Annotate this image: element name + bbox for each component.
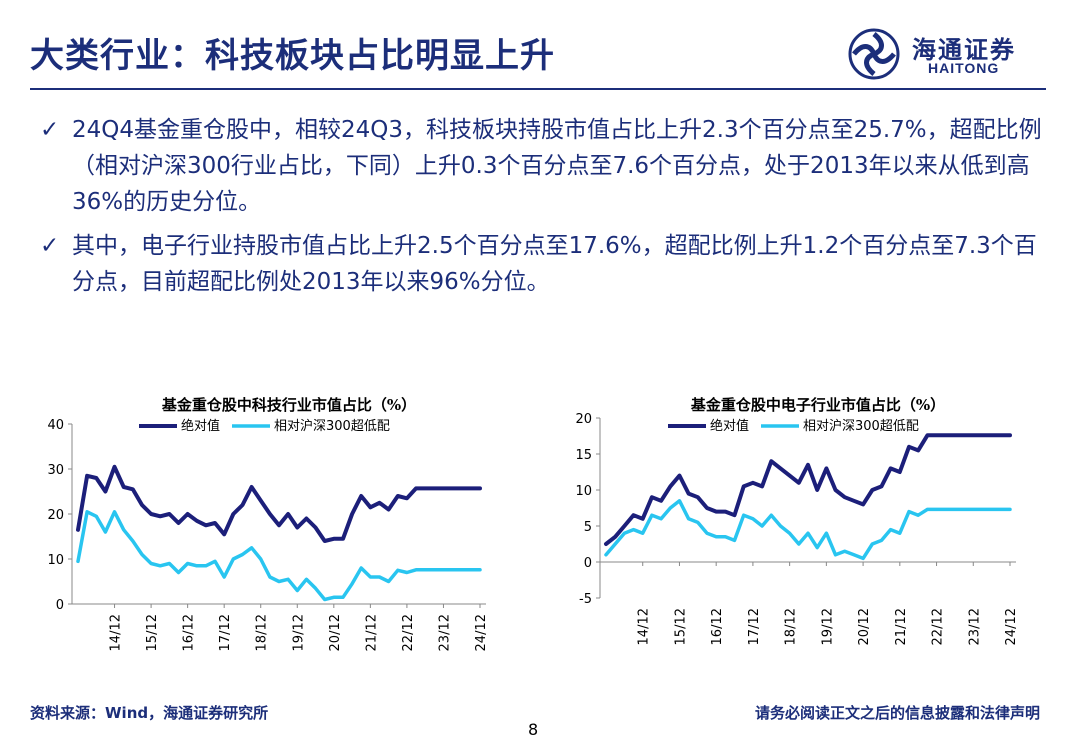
- header-divider: [30, 88, 1046, 90]
- checkmark-icon: ✓: [40, 117, 60, 143]
- page-number: 8: [528, 720, 539, 739]
- y-tick-label: 0: [56, 598, 64, 613]
- electronics-share-chart: 基金重仓股中电子行业市值占比（%） 绝对值 相对沪深300超低配 -5 0 5 10 15 20…: [560, 388, 1030, 688]
- x-tick-label: 24/12: [474, 614, 489, 651]
- company-logo: 海通证券 HAITONG: [848, 28, 1048, 80]
- y-tick-label: 10: [575, 484, 592, 499]
- bullet-text: 24Q4基金重仓股中，相较24Q3，科技板块持股市值占比上升2.3个百分点至25…: [72, 117, 1042, 215]
- x-tick-label: 22/12: [401, 614, 416, 651]
- chart-title: 基金重仓股中电子行业市值占比（%）: [690, 396, 945, 414]
- x-tick-label: 17/12: [747, 608, 762, 645]
- chart-svg: 基金重仓股中科技行业市值占比（%） 绝对值 相对沪深300超低配 0 10 20 30 40 1…: [47, 396, 489, 651]
- x-tick-label: 15/12: [673, 608, 688, 645]
- y-tick-label: 0: [584, 556, 592, 571]
- x-tick-label: 20/12: [328, 614, 343, 651]
- series-line: [604, 499, 1012, 561]
- x-tick-label: 18/12: [255, 614, 270, 651]
- legend-label: 绝对值: [181, 418, 220, 434]
- x-tick-label: 16/12: [710, 608, 725, 645]
- series-line: [76, 510, 482, 602]
- y-tick-label: 40: [47, 418, 64, 433]
- y-tick-label: 20: [575, 412, 592, 427]
- chart-title: 基金重仓股中科技行业市值占比（%）: [161, 396, 416, 414]
- logo-english-name: HAITONG: [928, 60, 1000, 76]
- tech-share-chart: 基金重仓股中科技行业市值占比（%） 绝对值 相对沪深300超低配 0 10 20 30 40 1…: [30, 388, 500, 688]
- y-tick-label: 20: [47, 508, 64, 523]
- x-tick-label: 14/12: [109, 614, 124, 651]
- x-tick-label: 18/12: [784, 608, 799, 645]
- x-tick-label: 17/12: [218, 614, 233, 651]
- legend-label: 相对沪深300超低配: [274, 418, 390, 434]
- x-tick-label: 15/12: [145, 614, 160, 651]
- disclaimer-note: 请务必阅读正文之后的信息披露和法律声明: [754, 704, 1040, 722]
- x-tick-label: 23/12: [437, 614, 452, 651]
- x-tick-label: 14/12: [637, 608, 652, 645]
- chart-svg: 基金重仓股中电子行业市值占比（%） 绝对值 相对沪深300超低配 -5 0 5 10 15 20…: [575, 396, 1019, 645]
- source-note: 资料来源：Wind，海通证券研究所: [30, 704, 269, 722]
- series-line: [604, 433, 1012, 546]
- bullet-text: 其中，电子行业持股市值占比上升2.5个百分点至17.6%，超配比例上升1.2个百…: [72, 233, 1037, 295]
- x-tick-label: 19/12: [820, 608, 835, 645]
- x-tick-label: 23/12: [967, 608, 982, 645]
- y-tick-label: 5: [584, 520, 592, 535]
- x-tick-label: 21/12: [894, 608, 909, 645]
- bullet-item: ✓ 其中，电子行业持股市值占比上升2.5个百分点至17.6%，超配比例上升1.2…: [40, 228, 1050, 300]
- y-tick-label: 30: [47, 463, 64, 478]
- y-tick-label: -5: [579, 592, 592, 607]
- x-tick-label: 20/12: [857, 608, 872, 645]
- x-tick-label: 21/12: [364, 614, 379, 651]
- checkmark-icon: ✓: [40, 233, 60, 259]
- legend-label: 相对沪深300超低配: [803, 418, 919, 434]
- logo-chinese-name: 海通证券: [912, 35, 1016, 64]
- bullet-item: ✓ 24Q4基金重仓股中，相较24Q3，科技板块持股市值占比上升2.3个百分点至…: [40, 112, 1050, 220]
- series-line: [76, 464, 482, 543]
- page-title: 大类行业：科技板块占比明显上升: [30, 36, 555, 76]
- x-tick-label: 24/12: [1004, 608, 1019, 645]
- y-tick-label: 15: [575, 448, 592, 463]
- x-tick-label: 22/12: [931, 608, 946, 645]
- haitong-logo-icon: [848, 28, 900, 80]
- x-tick-label: 19/12: [291, 614, 306, 651]
- x-tick-label: 16/12: [182, 614, 197, 651]
- legend-label: 绝对值: [710, 418, 749, 434]
- bullet-list: ✓ 24Q4基金重仓股中，相较24Q3，科技板块持股市值占比上升2.3个百分点至…: [40, 112, 1050, 308]
- y-tick-label: 10: [47, 553, 64, 568]
